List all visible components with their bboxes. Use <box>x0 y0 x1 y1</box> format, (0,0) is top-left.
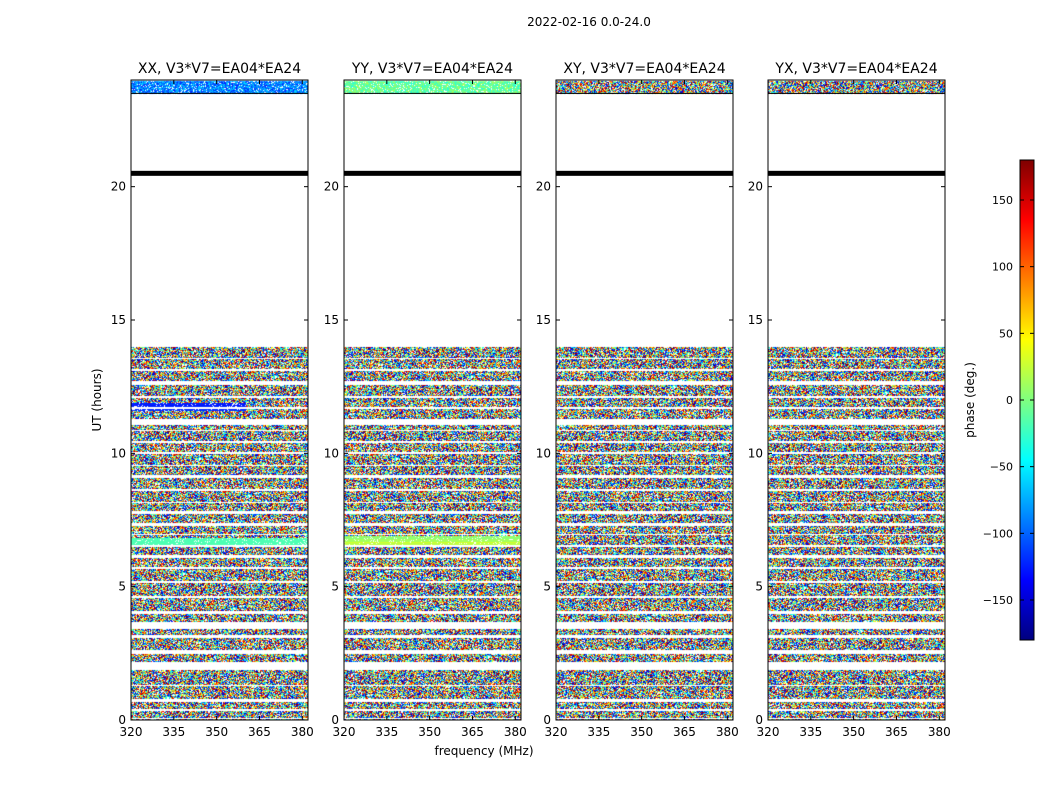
y-tick-label: 0 <box>543 713 551 727</box>
x-tick-label: 365 <box>673 725 696 739</box>
x-tick-label: 335 <box>799 725 822 739</box>
x-tick-label: 335 <box>587 725 610 739</box>
heatmap-image <box>556 80 733 720</box>
x-tick-label: 380 <box>928 725 951 739</box>
panel-title: XY, V3*V7=EA04*EA24 <box>563 61 725 77</box>
x-tick-label: 380 <box>504 725 527 739</box>
axes-frame <box>555 79 734 721</box>
colorbar-tick-label: −100 <box>983 527 1013 540</box>
colorbar-tick-label: 150 <box>992 194 1013 207</box>
x-tick-label: 350 <box>418 725 441 739</box>
heatmap-image <box>768 80 945 720</box>
x-tick-label: 365 <box>885 725 908 739</box>
panel-title: YX, V3*V7=EA04*EA24 <box>774 61 937 77</box>
flagged-line <box>131 170 308 176</box>
y-tick-label: 5 <box>118 580 126 594</box>
x-tick-label: 350 <box>630 725 653 739</box>
x-tick-label: 320 <box>545 725 568 739</box>
colorbar-tick-label: −150 <box>983 594 1013 607</box>
y-tick-label: 20 <box>111 180 126 194</box>
y-tick-label: 10 <box>111 446 126 460</box>
colorbar: phase (deg.) 150 100 50 0 −50 −100 −150 <box>963 159 1035 641</box>
flagged-line <box>344 170 521 176</box>
x-tick-label: 380 <box>716 725 739 739</box>
y-tick-label: 20 <box>748 180 763 194</box>
y-tick-label: 20 <box>324 180 339 194</box>
axes-frame <box>130 79 309 721</box>
x-tick-label: 380 <box>291 725 314 739</box>
x-tick-label: 350 <box>842 725 865 739</box>
figure-title: 2022-02-16 0.0-24.0 <box>527 15 651 29</box>
x-tick-label: 335 <box>162 725 185 739</box>
colorbar-tick-label: −50 <box>990 461 1013 474</box>
heatmap-image <box>344 80 521 720</box>
axes-frame <box>343 79 522 721</box>
axes-frame <box>767 79 946 721</box>
colorbar-tick-label: 100 <box>992 261 1013 274</box>
x-tick-label: 365 <box>461 725 484 739</box>
y-tick-label: 10 <box>324 446 339 460</box>
y-tick-label: 0 <box>331 713 339 727</box>
y-tick-label: 5 <box>543 580 551 594</box>
x-tick-label: 365 <box>248 725 271 739</box>
panel-title: YY, V3*V7=EA04*EA24 <box>351 61 513 77</box>
panel-xx: XX, V3*V7=EA04*EA24 320 335 350 365 380 0 5 10 15… <box>111 61 314 739</box>
y-tick-label: 15 <box>324 313 339 327</box>
y-tick-label: 15 <box>536 313 551 327</box>
colorbar-label: phase (deg.) <box>963 362 977 438</box>
x-tick-label: 350 <box>205 725 228 739</box>
panel-yy: YY, V3*V7=EA04*EA24 320 335 350 365 380 0 5 10 15… <box>324 61 527 739</box>
x-tick-label: 320 <box>757 725 780 739</box>
y-tick-label: 0 <box>118 713 126 727</box>
x-tick-label: 320 <box>333 725 356 739</box>
y-tick-label: 15 <box>748 313 763 327</box>
heatmap-image <box>131 80 308 720</box>
y-tick-label: 10 <box>748 446 763 460</box>
colorbar-tick-label: 50 <box>999 327 1013 340</box>
x-tick-label: 335 <box>375 725 398 739</box>
y-tick-label: 5 <box>755 580 763 594</box>
colorbar-tick-label: 0 <box>1006 394 1013 407</box>
panel-xy: XY, V3*V7=EA04*EA24 320 335 350 365 380 0 5 10 15… <box>536 61 739 739</box>
flagged-line <box>768 170 945 176</box>
y-tick-label: 20 <box>536 180 551 194</box>
x-axis-label: frequency (MHz) <box>434 744 533 758</box>
y-tick-label: 5 <box>331 580 339 594</box>
y-tick-label: 0 <box>755 713 763 727</box>
panel-yx: YX, V3*V7=EA04*EA24 320 335 350 365 380 0 5 10 15… <box>748 61 951 739</box>
panels: XX, V3*V7=EA04*EA24 320 335 350 365 380 0 5 10 15… <box>111 61 951 739</box>
flagged-line <box>556 170 733 176</box>
y-tick-label: 15 <box>111 313 126 327</box>
panel-title: XX, V3*V7=EA04*EA24 <box>138 61 301 77</box>
x-tick-label: 320 <box>120 725 143 739</box>
y-tick-label: 10 <box>536 446 551 460</box>
y-axis-label: UT (hours) <box>90 368 104 431</box>
